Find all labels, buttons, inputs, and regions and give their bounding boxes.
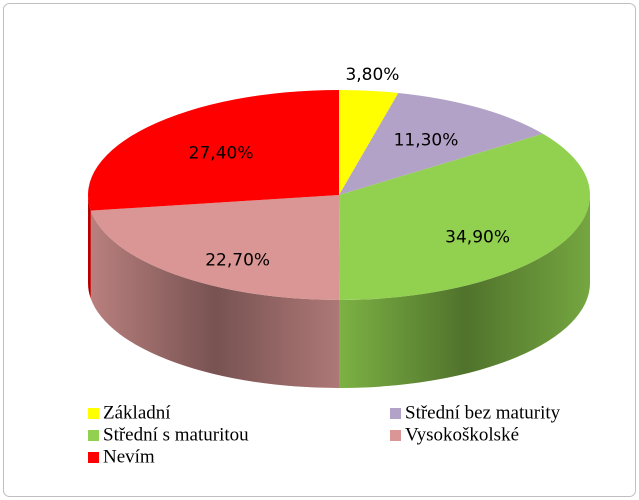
data-label: 34,90% bbox=[445, 227, 510, 247]
slice bbox=[339, 133, 590, 300]
legend-swatch bbox=[390, 408, 401, 419]
data-label: 3,80% bbox=[345, 65, 399, 85]
legend-swatch bbox=[390, 430, 401, 441]
slice-side-shade bbox=[90, 210, 340, 389]
data-label: 11,30% bbox=[394, 130, 459, 150]
data-label: 27,40% bbox=[189, 144, 254, 164]
slice bbox=[90, 195, 340, 300]
legend-label: Střední bez maturity bbox=[405, 402, 561, 423]
slice-side-shade bbox=[339, 195, 590, 388]
slice bbox=[339, 92, 543, 195]
slice-side-shade bbox=[88, 195, 91, 299]
legend-label: Nevím bbox=[103, 446, 155, 467]
slice bbox=[339, 90, 399, 195]
legend-swatch bbox=[88, 430, 99, 441]
legend-swatch bbox=[88, 452, 99, 463]
legend-swatch bbox=[88, 408, 99, 419]
legend-label: Základní bbox=[103, 402, 171, 423]
slice bbox=[88, 90, 339, 211]
legend-label: Střední s maturitou bbox=[103, 424, 249, 445]
data-label: 22,70% bbox=[205, 250, 270, 270]
legend-label: Vysokoškolské bbox=[405, 424, 519, 445]
